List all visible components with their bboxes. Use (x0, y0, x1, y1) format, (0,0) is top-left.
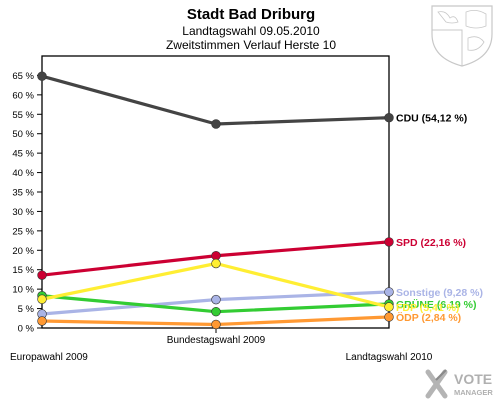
y-tick-label: 15 % (12, 265, 34, 276)
y-tick-label: 30 % (12, 207, 34, 218)
end-label-ödp: ÖDP (2,84 %) (396, 311, 461, 324)
series-spd (37, 237, 394, 280)
data-point (37, 294, 47, 304)
y-tick-label: 55 % (12, 110, 34, 121)
end-labels: CDU (54,12 %) SPD (22,16 %) Sonstige (9,28… (396, 113, 483, 324)
coat-of-arms-icon (431, 5, 493, 67)
series-layer (37, 71, 394, 330)
y-tick-label: 10 % (12, 285, 34, 296)
x-tick-label: Europawahl 2009 (10, 352, 88, 363)
end-label-fdp: FDP (5,41 %) (396, 302, 459, 314)
series-sonstige (37, 287, 394, 319)
data-point (37, 270, 47, 280)
chart-subtitle-2: Zweitstimmen Verlauf Herste 10 (166, 38, 336, 52)
y-tick-label: 65 % (12, 71, 34, 82)
data-point (384, 287, 394, 297)
ballot-x-icon (425, 369, 448, 399)
chart-subtitle: Landtagswahl 09.05.2010 (182, 24, 320, 38)
data-point (211, 319, 221, 330)
data-point (211, 119, 221, 129)
brand-bottom-text: MANAGER (454, 388, 493, 397)
x-axis: Europawahl 2009 Bundestagswahl 2009 Landta… (10, 335, 433, 363)
end-label-grüne: GRÜNE (6,19 %) (396, 298, 477, 311)
data-point (211, 294, 221, 305)
x-tick-label: Bundestagswahl 2009 (167, 335, 266, 346)
data-point (211, 258, 221, 269)
y-tick-label: 35 % (12, 188, 34, 199)
data-point (384, 312, 394, 322)
end-label-sonstige: Sonstige (9,28 %) (396, 287, 483, 299)
data-point (37, 316, 47, 326)
vote-manager-logo: VOTE MANAGER (425, 369, 493, 399)
data-point (37, 71, 47, 81)
end-label-cdu: CDU (54,12 %) (396, 113, 467, 125)
series-ödp (37, 312, 394, 330)
y-tick-label: 25 % (12, 226, 34, 237)
end-label-spd: SPD (22,16 %) (396, 237, 466, 249)
plot-frame (41, 55, 390, 333)
series-fdp (37, 258, 394, 312)
y-tick-label: 45 % (12, 149, 34, 160)
y-tick-label: 40 % (12, 168, 34, 179)
y-tick-label: 60 % (12, 90, 34, 101)
series-line (41, 74, 390, 126)
series-cdu (37, 71, 394, 129)
y-tick-label: 50 % (12, 129, 34, 140)
x-tick-label: Landtagswahl 2010 (346, 352, 433, 363)
data-point (384, 302, 394, 312)
y-tick-label: 5 % (18, 304, 35, 315)
data-point (384, 237, 394, 247)
data-point (384, 113, 394, 123)
y-axis: 0 % 5 % 10 % 15 % 20 % 25 % 30 % 35 % 40 % 45 % 50… (12, 71, 42, 335)
brand-top-text: VOTE (454, 371, 492, 387)
y-tick-label: 20 % (12, 246, 34, 257)
data-point (211, 306, 221, 317)
chart-title: Stadt Bad Driburg (187, 6, 315, 23)
y-tick-label: 0 % (18, 324, 35, 335)
